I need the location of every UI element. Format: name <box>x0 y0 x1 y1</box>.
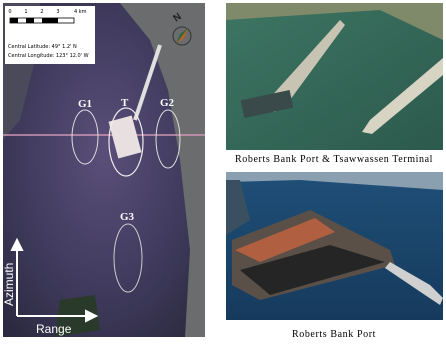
central-longitude: Central Longitude: 123° 12.0' W <box>8 53 89 59</box>
target-label: G1 <box>78 98 92 110</box>
central-latitude: Central Latitude: 49° 1.2' N <box>8 44 77 50</box>
info-box <box>5 6 95 64</box>
scale-label: 1 <box>24 9 27 15</box>
axis-arrows <box>10 237 99 323</box>
target-label: G3 <box>120 211 135 223</box>
compass <box>172 26 192 46</box>
range-label: Range <box>36 322 72 336</box>
photo-top <box>226 3 443 150</box>
scale-label: 2 <box>40 9 43 15</box>
region-g1 <box>71 109 99 165</box>
scale-label: 4 km <box>74 9 87 15</box>
photo-bottom <box>226 172 443 320</box>
sar-image: 0 1 2 3 4 km Central Latitude: 49° 1.2' … <box>2 3 205 337</box>
region-g3 <box>113 223 143 293</box>
scale-label: 3 <box>56 9 59 15</box>
azimuth-label: Azimuth <box>2 263 16 306</box>
scale-bar <box>9 17 75 24</box>
photo-caption: Roberts Bank Port & Tsawwassen Terminal <box>235 154 433 165</box>
target-label: G2 <box>160 97 175 109</box>
region-t <box>108 107 144 177</box>
land-right <box>120 3 205 337</box>
target-label: T <box>121 97 129 109</box>
region-g2 <box>155 109 181 169</box>
scale-label: 0 <box>8 9 11 15</box>
photo-caption: Roberts Bank Port <box>292 329 376 340</box>
causeway <box>133 44 162 121</box>
terminal <box>108 115 142 159</box>
